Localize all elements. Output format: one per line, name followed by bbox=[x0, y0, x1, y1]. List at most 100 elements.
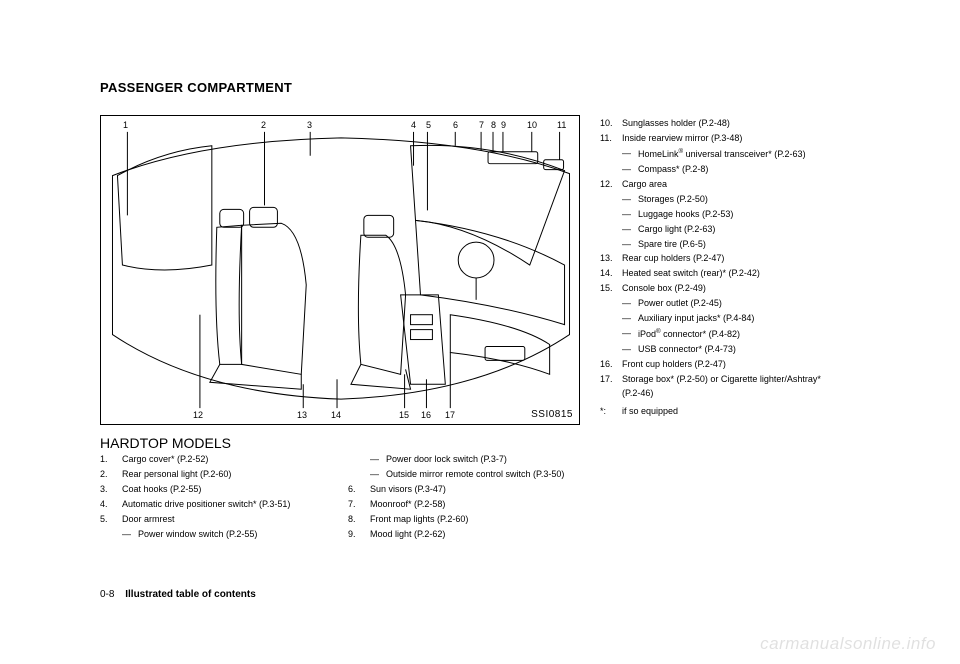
list-item: 9. Mood light (P.2-62) bbox=[348, 528, 578, 542]
sub-text: Outside mirror remote control switch (P.… bbox=[386, 468, 564, 482]
callout-3: 3 bbox=[307, 120, 312, 130]
sub-text: Storages (P.2-50) bbox=[638, 193, 708, 207]
list-item: 8. Front map lights (P.2-60) bbox=[348, 513, 578, 527]
column-b: —Power door lock switch (P.3-7)— Outside … bbox=[348, 453, 578, 543]
list-text: Front cup holders (P.2-47) bbox=[622, 358, 726, 372]
sub-item: —Spare tire (P.6-5) bbox=[622, 238, 840, 252]
list-number: 11. bbox=[600, 132, 616, 146]
list-text: Console box (P.2-49) bbox=[622, 282, 706, 296]
sub-text: Luggage hooks (P.2-53) bbox=[638, 208, 733, 222]
watermark: carmanualsonline.info bbox=[760, 634, 936, 654]
page: PASSENGER COMPARTMENT SSI0815 bbox=[0, 0, 960, 664]
list-number: 13. bbox=[600, 252, 616, 266]
list-text: Coat hooks (P.2-55) bbox=[122, 483, 201, 497]
list-text: Door armrest bbox=[122, 513, 175, 527]
callout-9: 9 bbox=[501, 120, 506, 130]
lower-columns: 1. Cargo cover* (P.2-52) 2. Rear personal l… bbox=[100, 453, 580, 543]
list-text: Mood light (P.2-62) bbox=[370, 528, 445, 542]
list-text: Sunglasses holder (P.2-48) bbox=[622, 117, 730, 131]
list-text: Sun visors (P.3-47) bbox=[370, 483, 446, 497]
list-text: Heated seat switch (rear)* (P.2-42) bbox=[622, 267, 760, 281]
list-item: 13. Rear cup holders (P.2-47) bbox=[600, 252, 840, 266]
sub-heading: HARDTOP MODELS bbox=[100, 435, 580, 451]
interior-svg bbox=[101, 116, 581, 424]
footnote-text: if so equipped bbox=[622, 405, 678, 419]
sub-item: —Power door lock switch (P.3-7) bbox=[370, 453, 578, 467]
list-text: Inside rearview mirror (P.3-48) bbox=[622, 132, 742, 146]
list-item: 4.Automatic drive positioner switch* (P.… bbox=[100, 498, 330, 512]
callout-12: 12 bbox=[193, 410, 203, 420]
callout-1: 1 bbox=[123, 120, 128, 130]
sub-text: HomeLink® universal transceiver* (P.2-63… bbox=[638, 147, 806, 162]
list-item: 5. Door armrest bbox=[100, 513, 330, 527]
dash-icon: — bbox=[622, 163, 632, 177]
list-text: Cargo area bbox=[622, 178, 667, 192]
list-item: 12. Cargo area bbox=[600, 178, 840, 192]
list-number: 14. bbox=[600, 267, 616, 281]
dash-icon: — bbox=[370, 453, 380, 467]
list-number: 9. bbox=[348, 528, 364, 542]
dash-icon: — bbox=[622, 193, 632, 207]
list-item: 10. Sunglasses holder (P.2-48) bbox=[600, 117, 840, 131]
page-number: 0-8 bbox=[100, 589, 114, 600]
list-item: 14. Heated seat switch (rear)* (P.2-42) bbox=[600, 267, 840, 281]
list-number: 17. bbox=[600, 373, 616, 401]
footnote-mark: *: bbox=[600, 405, 616, 419]
list-item: 7.Moonroof* (P.2-58) bbox=[348, 498, 578, 512]
column-a: 1. Cargo cover* (P.2-52) 2. Rear personal l… bbox=[100, 453, 330, 543]
list-text: Storage box* (P.2-50) or Cigarette light… bbox=[622, 373, 840, 401]
list-text: Moonroof* (P.2-58) bbox=[370, 498, 445, 512]
footnote: *: if so equipped bbox=[600, 405, 840, 419]
callout-17: 17 bbox=[445, 410, 455, 420]
list-number: 2. bbox=[100, 468, 116, 482]
dash-icon: — bbox=[622, 208, 632, 222]
list-item: 11. Inside rearview mirror (P.3-48) bbox=[600, 132, 840, 146]
list-text: Front map lights (P.2-60) bbox=[370, 513, 468, 527]
callout-6: 6 bbox=[453, 120, 458, 130]
list-item: 2. Rear personal light (P.2-60) bbox=[100, 468, 330, 482]
list-item: 6.Sun visors (P.3-47) bbox=[348, 483, 578, 497]
sub-item: — Storages (P.2-50) bbox=[622, 193, 840, 207]
dash-icon: — bbox=[622, 343, 632, 357]
list-number: 8. bbox=[348, 513, 364, 527]
dash-icon: — bbox=[622, 147, 632, 162]
list-item: 15.Console box (P.2-49) bbox=[600, 282, 840, 296]
dash-icon: — bbox=[622, 297, 632, 311]
sub-item: — USB connector* (P.4-73) bbox=[622, 343, 840, 357]
callout-5: 5 bbox=[426, 120, 431, 130]
list-text: Rear personal light (P.2-60) bbox=[122, 468, 231, 482]
sub-text: Power outlet (P.2-45) bbox=[638, 297, 722, 311]
sub-text: iPod® connector* (P.4-82) bbox=[638, 327, 740, 342]
list-number: 10. bbox=[600, 117, 616, 131]
list-text: Rear cup holders (P.2-47) bbox=[622, 252, 724, 266]
sub-text: Spare tire (P.6-5) bbox=[638, 238, 706, 252]
callout-11: 11 bbox=[557, 120, 566, 130]
callout-4: 4 bbox=[411, 120, 416, 130]
sub-text: Power window switch (P.2-55) bbox=[138, 528, 257, 542]
sub-item: —Auxiliary input jacks* (P.4-84) bbox=[622, 312, 840, 326]
sub-text: Cargo light (P.2-63) bbox=[638, 223, 715, 237]
diagram-figure: SSI0815 bbox=[100, 115, 580, 425]
figure-code: SSI0815 bbox=[531, 409, 573, 420]
sub-item: — Power outlet (P.2-45) bbox=[622, 297, 840, 311]
callout-16: 16 bbox=[421, 410, 431, 420]
list-number: 3. bbox=[100, 483, 116, 497]
dash-icon: — bbox=[622, 327, 632, 342]
callout-13: 13 bbox=[297, 410, 307, 420]
sub-item: — Luggage hooks (P.2-53) bbox=[622, 208, 840, 222]
list-text: Cargo cover* (P.2-52) bbox=[122, 453, 208, 467]
callout-14: 14 bbox=[331, 410, 341, 420]
list-number: 12. bbox=[600, 178, 616, 192]
list-number: 5. bbox=[100, 513, 116, 527]
callout-7: 7 bbox=[479, 120, 484, 130]
sub-item: — Compass* (P.2-8) bbox=[622, 163, 840, 177]
sub-item: — Outside mirror remote control switch (P… bbox=[370, 468, 578, 482]
sub-item: — iPod® connector* (P.4-82) bbox=[622, 327, 840, 342]
list-number: 4. bbox=[100, 498, 116, 512]
dash-icon: — bbox=[370, 468, 380, 482]
callout-15: 15 bbox=[399, 410, 409, 420]
sub-text: USB connector* (P.4-73) bbox=[638, 343, 736, 357]
content-row: SSI0815 bbox=[100, 115, 860, 543]
list-number: 1. bbox=[100, 453, 116, 467]
sub-text: Compass* (P.2-8) bbox=[638, 163, 708, 177]
